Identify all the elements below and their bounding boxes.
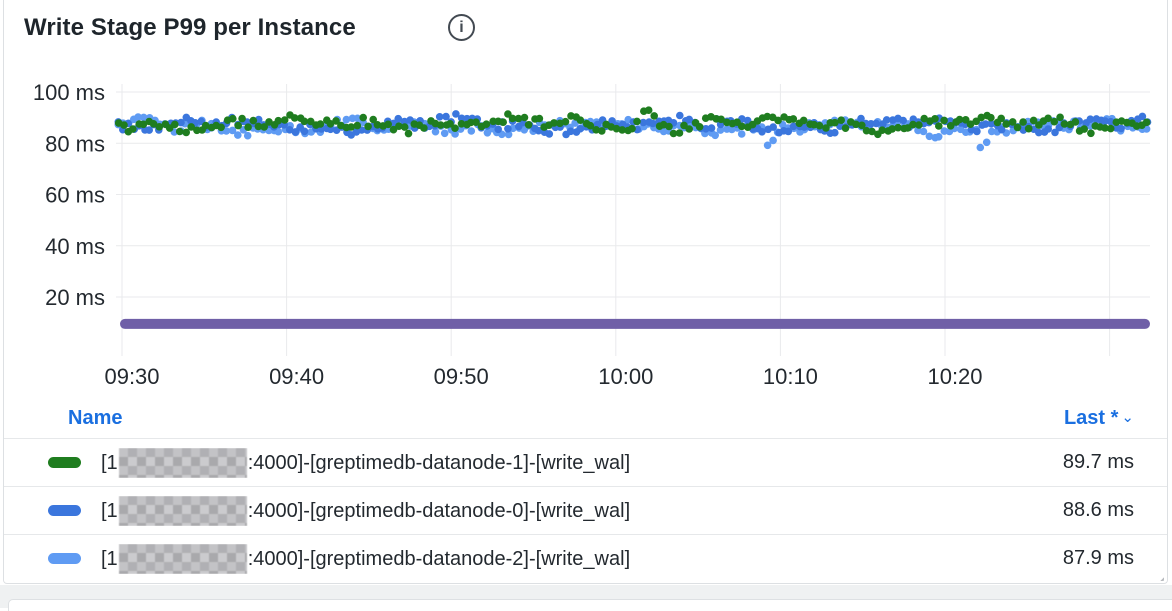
legend-last-header[interactable]: Last * ⌄: [1064, 407, 1134, 430]
svg-text:09:50: 09:50: [434, 364, 489, 389]
info-icon-glyph: i: [459, 18, 464, 36]
series-color-marker: [48, 457, 81, 468]
grafana-panel: Write Stage P99 per Instance i 100 ms 80 …: [3, 0, 1168, 584]
series-last-value: 87.9 ms: [1062, 547, 1134, 569]
svg-text:10:00: 10:00: [598, 364, 653, 389]
legend-series-row[interactable]: [1:4000]-[greptimedb-datanode-1]-[write_…: [4, 438, 1167, 486]
svg-text:09:30: 09:30: [104, 364, 159, 389]
series-last-value: 89.7 ms: [1062, 451, 1134, 473]
svg-text:09:40: 09:40: [269, 364, 324, 389]
redacted-ip: [118, 447, 247, 478]
redacted-ip: [118, 495, 247, 526]
series-name: [1:4000]-[greptimedb-datanode-2]-[write_…: [101, 543, 1043, 574]
timeseries-chart[interactable]: 100 ms 80 ms 60 ms 40 ms 20 ms 09:30 09:40 09:5…: [4, 70, 1167, 400]
series-name: [1:4000]-[greptimedb-datanode-0]-[write_…: [101, 495, 1043, 526]
svg-text:40 ms: 40 ms: [45, 234, 105, 259]
series-color-marker: [48, 553, 81, 564]
legend-header: Name Last * ⌄: [4, 402, 1167, 438]
panel-title[interactable]: Write Stage P99 per Instance: [24, 14, 356, 41]
chevron-down-icon: ⌄: [1121, 409, 1134, 426]
legend-last-label: Last *: [1063, 407, 1119, 429]
redacted-ip: [118, 543, 247, 574]
legend-series-row[interactable]: [1:4000]-[greptimedb-datanode-0]-[write_…: [4, 486, 1167, 534]
legend-rows: [1:4000]-[greptimedb-datanode-1]-[write_…: [4, 438, 1167, 582]
svg-text:20 ms: 20 ms: [45, 285, 105, 310]
svg-text:10:20: 10:20: [927, 364, 982, 389]
series-color-marker: [48, 505, 81, 516]
panel-header: Write Stage P99 per Instance i: [24, 12, 475, 44]
series-name: [1:4000]-[greptimedb-datanode-1]-[write_…: [101, 447, 1043, 478]
svg-text:60 ms: 60 ms: [45, 183, 105, 208]
legend-name-header[interactable]: Name: [68, 407, 123, 429]
svg-text:10:10: 10:10: [763, 364, 818, 389]
series-last-value: 88.6 ms: [1062, 499, 1134, 521]
info-icon[interactable]: i: [448, 14, 475, 41]
legend-series-row[interactable]: [1:4000]-[greptimedb-datanode-2]-[write_…: [4, 534, 1167, 582]
svg-text:80 ms: 80 ms: [45, 131, 105, 156]
svg-text:100 ms: 100 ms: [33, 80, 105, 105]
next-panel-top-edge: [8, 599, 1172, 611]
